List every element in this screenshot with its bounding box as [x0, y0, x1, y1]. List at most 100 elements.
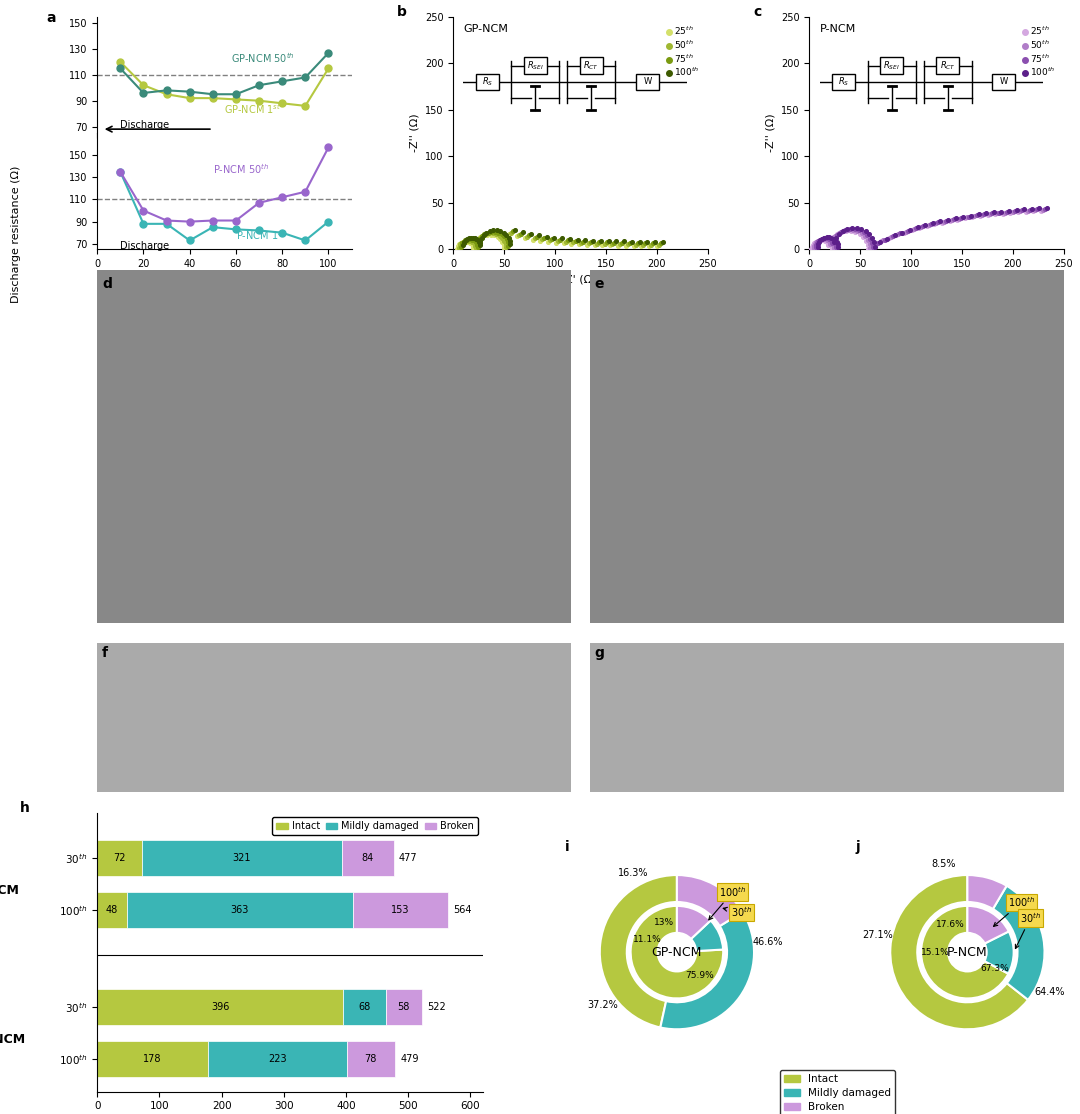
Point [1020, 202, 1037, 219]
Text: Discharge: Discharge [120, 241, 170, 251]
Point [806, 237, 823, 255]
Bar [341, 840, 394, 876]
Point [879, 229, 896, 247]
Point [540, 233, 557, 251]
Point [863, 234, 880, 252]
Text: 37.2%: 37.2% [588, 999, 618, 1009]
Point [469, 236, 486, 254]
Point [526, 229, 543, 247]
Text: a: a [46, 11, 56, 25]
Wedge shape [993, 886, 1044, 999]
Point [940, 211, 957, 228]
Point [866, 237, 883, 255]
Point [862, 240, 879, 257]
Point [828, 233, 846, 251]
Point [862, 229, 879, 247]
Point [983, 205, 1000, 223]
Text: 477: 477 [399, 853, 418, 863]
Point [609, 237, 626, 255]
Bar [97, 989, 343, 1025]
Point [604, 235, 621, 253]
Point [858, 232, 875, 250]
Point [484, 224, 501, 242]
Point [478, 224, 496, 242]
Point [827, 238, 845, 256]
Point [531, 232, 549, 250]
Point [998, 203, 1015, 221]
Point [541, 232, 558, 250]
Point [453, 234, 470, 252]
Point [841, 221, 859, 238]
Wedge shape [890, 874, 1028, 1029]
Point [507, 222, 524, 240]
Point [450, 240, 468, 257]
Point [516, 229, 534, 247]
Point [897, 223, 915, 241]
Point [825, 233, 842, 251]
Point [545, 228, 563, 246]
Point [1030, 199, 1048, 217]
Text: GP-NCM: GP-NCM [463, 23, 509, 33]
Point [826, 232, 843, 250]
Point [626, 236, 644, 254]
Point [469, 232, 486, 250]
Point [943, 212, 960, 229]
Point [832, 223, 849, 241]
Point [617, 237, 634, 255]
Point [471, 228, 488, 246]
Point [462, 228, 480, 246]
Point [846, 221, 863, 238]
Point [471, 231, 488, 248]
Point [474, 226, 491, 244]
Text: GP-NCM 1$^{st}$: GP-NCM 1$^{st}$ [225, 101, 282, 116]
Point [826, 233, 843, 251]
Point [483, 223, 500, 241]
Point [473, 228, 490, 246]
Point [935, 213, 953, 231]
Bar [343, 989, 386, 1025]
Point [643, 236, 660, 254]
Point [823, 241, 840, 258]
Point [463, 233, 481, 251]
Point [598, 234, 616, 252]
Point [1000, 202, 1017, 219]
Text: 479: 479 [400, 1054, 419, 1064]
Point [822, 232, 839, 250]
Point [460, 234, 477, 252]
Point [826, 227, 843, 245]
Point [827, 236, 845, 254]
Point [888, 226, 905, 244]
Point [806, 235, 823, 253]
Point [987, 205, 1004, 223]
Text: 15.1%: 15.1% [920, 948, 949, 957]
Text: g: g [595, 646, 605, 661]
Text: P-NCM 1$^{st}$: P-NCM 1$^{st}$ [235, 228, 286, 243]
Point [645, 234, 662, 252]
Point [468, 234, 485, 252]
Point [449, 237, 467, 255]
Point [864, 229, 881, 247]
Point [836, 222, 853, 240]
Point [498, 231, 515, 248]
Wedge shape [677, 906, 711, 939]
Point [462, 232, 480, 250]
Point [932, 213, 949, 231]
Point [1008, 202, 1025, 219]
Point [956, 209, 973, 227]
Text: 48: 48 [106, 905, 118, 915]
Point [1002, 204, 1020, 222]
Point [458, 231, 475, 248]
Point [553, 229, 570, 247]
Point [600, 232, 618, 250]
Legend: 25$^{th}$, 50$^{th}$, 75$^{th}$, 100$^{th}$: 25$^{th}$, 50$^{th}$, 75$^{th}$, 100$^{t… [1020, 21, 1059, 82]
Point [543, 231, 561, 248]
Point [524, 231, 541, 248]
Point [475, 226, 492, 244]
Point [1038, 199, 1055, 217]
Point [1032, 202, 1050, 219]
Point [811, 231, 828, 248]
Point [816, 231, 834, 248]
Point [511, 226, 528, 244]
Point [450, 235, 468, 253]
Point [594, 236, 611, 254]
